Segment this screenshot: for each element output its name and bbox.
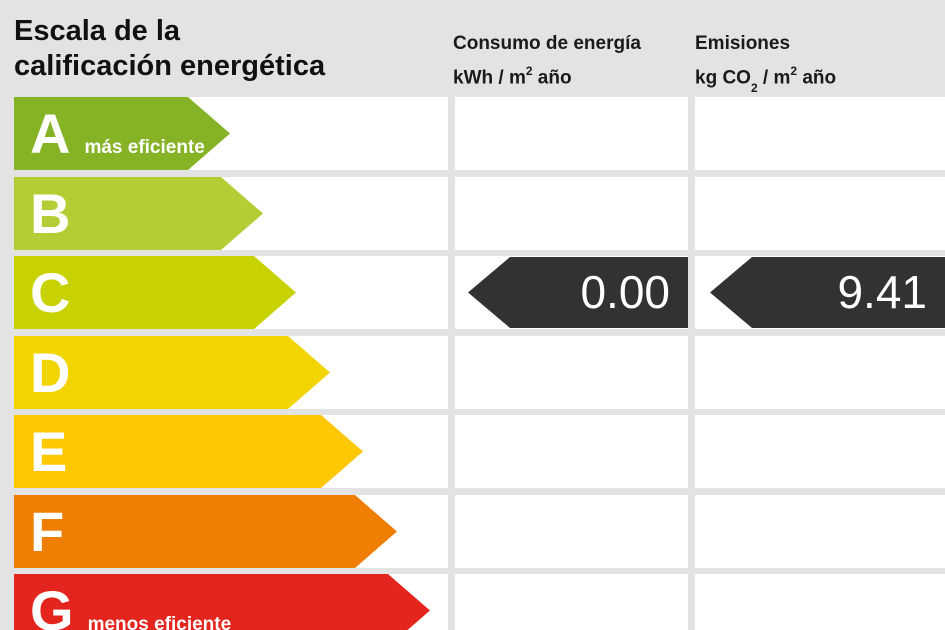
emisiones-indicator-arrow: 9.41 — [710, 257, 945, 328]
emisiones-cell-g — [695, 574, 945, 630]
consumo-cell-g — [455, 574, 688, 630]
rating-letter-f: F — [30, 499, 65, 563]
rating-row-e: E — [0, 415, 945, 488]
consumo-cell-e — [455, 415, 688, 488]
rating-letter-e: E — [30, 419, 68, 483]
scale-cell-f: F — [14, 495, 448, 568]
emisiones-value: 9.41 — [837, 266, 927, 318]
emisiones-cell-b — [695, 177, 945, 250]
scale-cell-b: B — [14, 177, 448, 250]
rating-bar-f: F — [14, 495, 397, 568]
column-header-consumo-name: Consumo de energía — [453, 33, 641, 54]
rating-row-b: B — [0, 177, 945, 250]
emisiones-cell-e — [695, 415, 945, 488]
rating-bar-d: D — [14, 336, 330, 409]
emisiones-cell-f — [695, 495, 945, 568]
emisiones-cell-c: 9.41 — [695, 256, 945, 329]
rating-row-g: G menos eficiente — [0, 574, 945, 630]
rating-letter-c: C — [30, 260, 71, 324]
consumo-cell-a — [455, 97, 688, 170]
page-title-line1: Escala de la — [14, 15, 181, 47]
efficiency-note-worst: menos eficiente — [87, 614, 232, 630]
rating-bar-g: G menos eficiente — [14, 574, 430, 630]
rating-bar-a: A más eficiente — [14, 97, 230, 170]
page-title-line2: calificación energética — [14, 50, 326, 82]
rating-bar-b: B — [14, 177, 263, 250]
column-header-consumo-unit: kWh / m2 año — [453, 64, 572, 89]
consumo-indicator-arrow: 0.00 — [468, 257, 688, 328]
rating-bar-e: E — [14, 415, 363, 488]
rating-bar-c: C — [14, 256, 296, 329]
scale-cell-c: C — [14, 256, 448, 329]
consumo-value: 0.00 — [580, 266, 670, 318]
efficiency-note-best: más eficiente — [84, 137, 205, 158]
consumo-cell-c: 0.00 — [455, 256, 688, 329]
column-header-emisiones-name: Emisiones — [695, 33, 791, 54]
column-header-emisiones: Emisiones kg CO2 / m2 año — [695, 30, 945, 98]
scale-cell-g: G menos eficiente — [14, 574, 448, 630]
scale-cell-d: D — [14, 336, 448, 409]
rating-row-d: D — [0, 336, 945, 409]
column-header-emisiones-unit: kg CO2 / m2 año — [695, 64, 837, 96]
rating-letter-b: B — [30, 181, 71, 245]
rating-letter-g: G — [30, 578, 74, 630]
rating-row-f: F — [0, 495, 945, 568]
consumo-cell-b — [455, 177, 688, 250]
page-title: Escala de la calificación energética — [14, 14, 325, 84]
emisiones-cell-a — [695, 97, 945, 170]
column-header-consumo: Consumo de energía kWh / m2 año — [453, 30, 693, 92]
rating-letter-a: A — [30, 101, 71, 165]
scale-cell-a: A más eficiente — [14, 97, 448, 170]
consumo-cell-d — [455, 336, 688, 409]
emisiones-cell-d — [695, 336, 945, 409]
rating-row-a: A más eficiente — [0, 97, 945, 170]
rating-letter-d: D — [30, 340, 71, 404]
scale-cell-e: E — [14, 415, 448, 488]
rating-row-c: C 0.00 9.41 — [0, 256, 945, 329]
consumo-cell-f — [455, 495, 688, 568]
